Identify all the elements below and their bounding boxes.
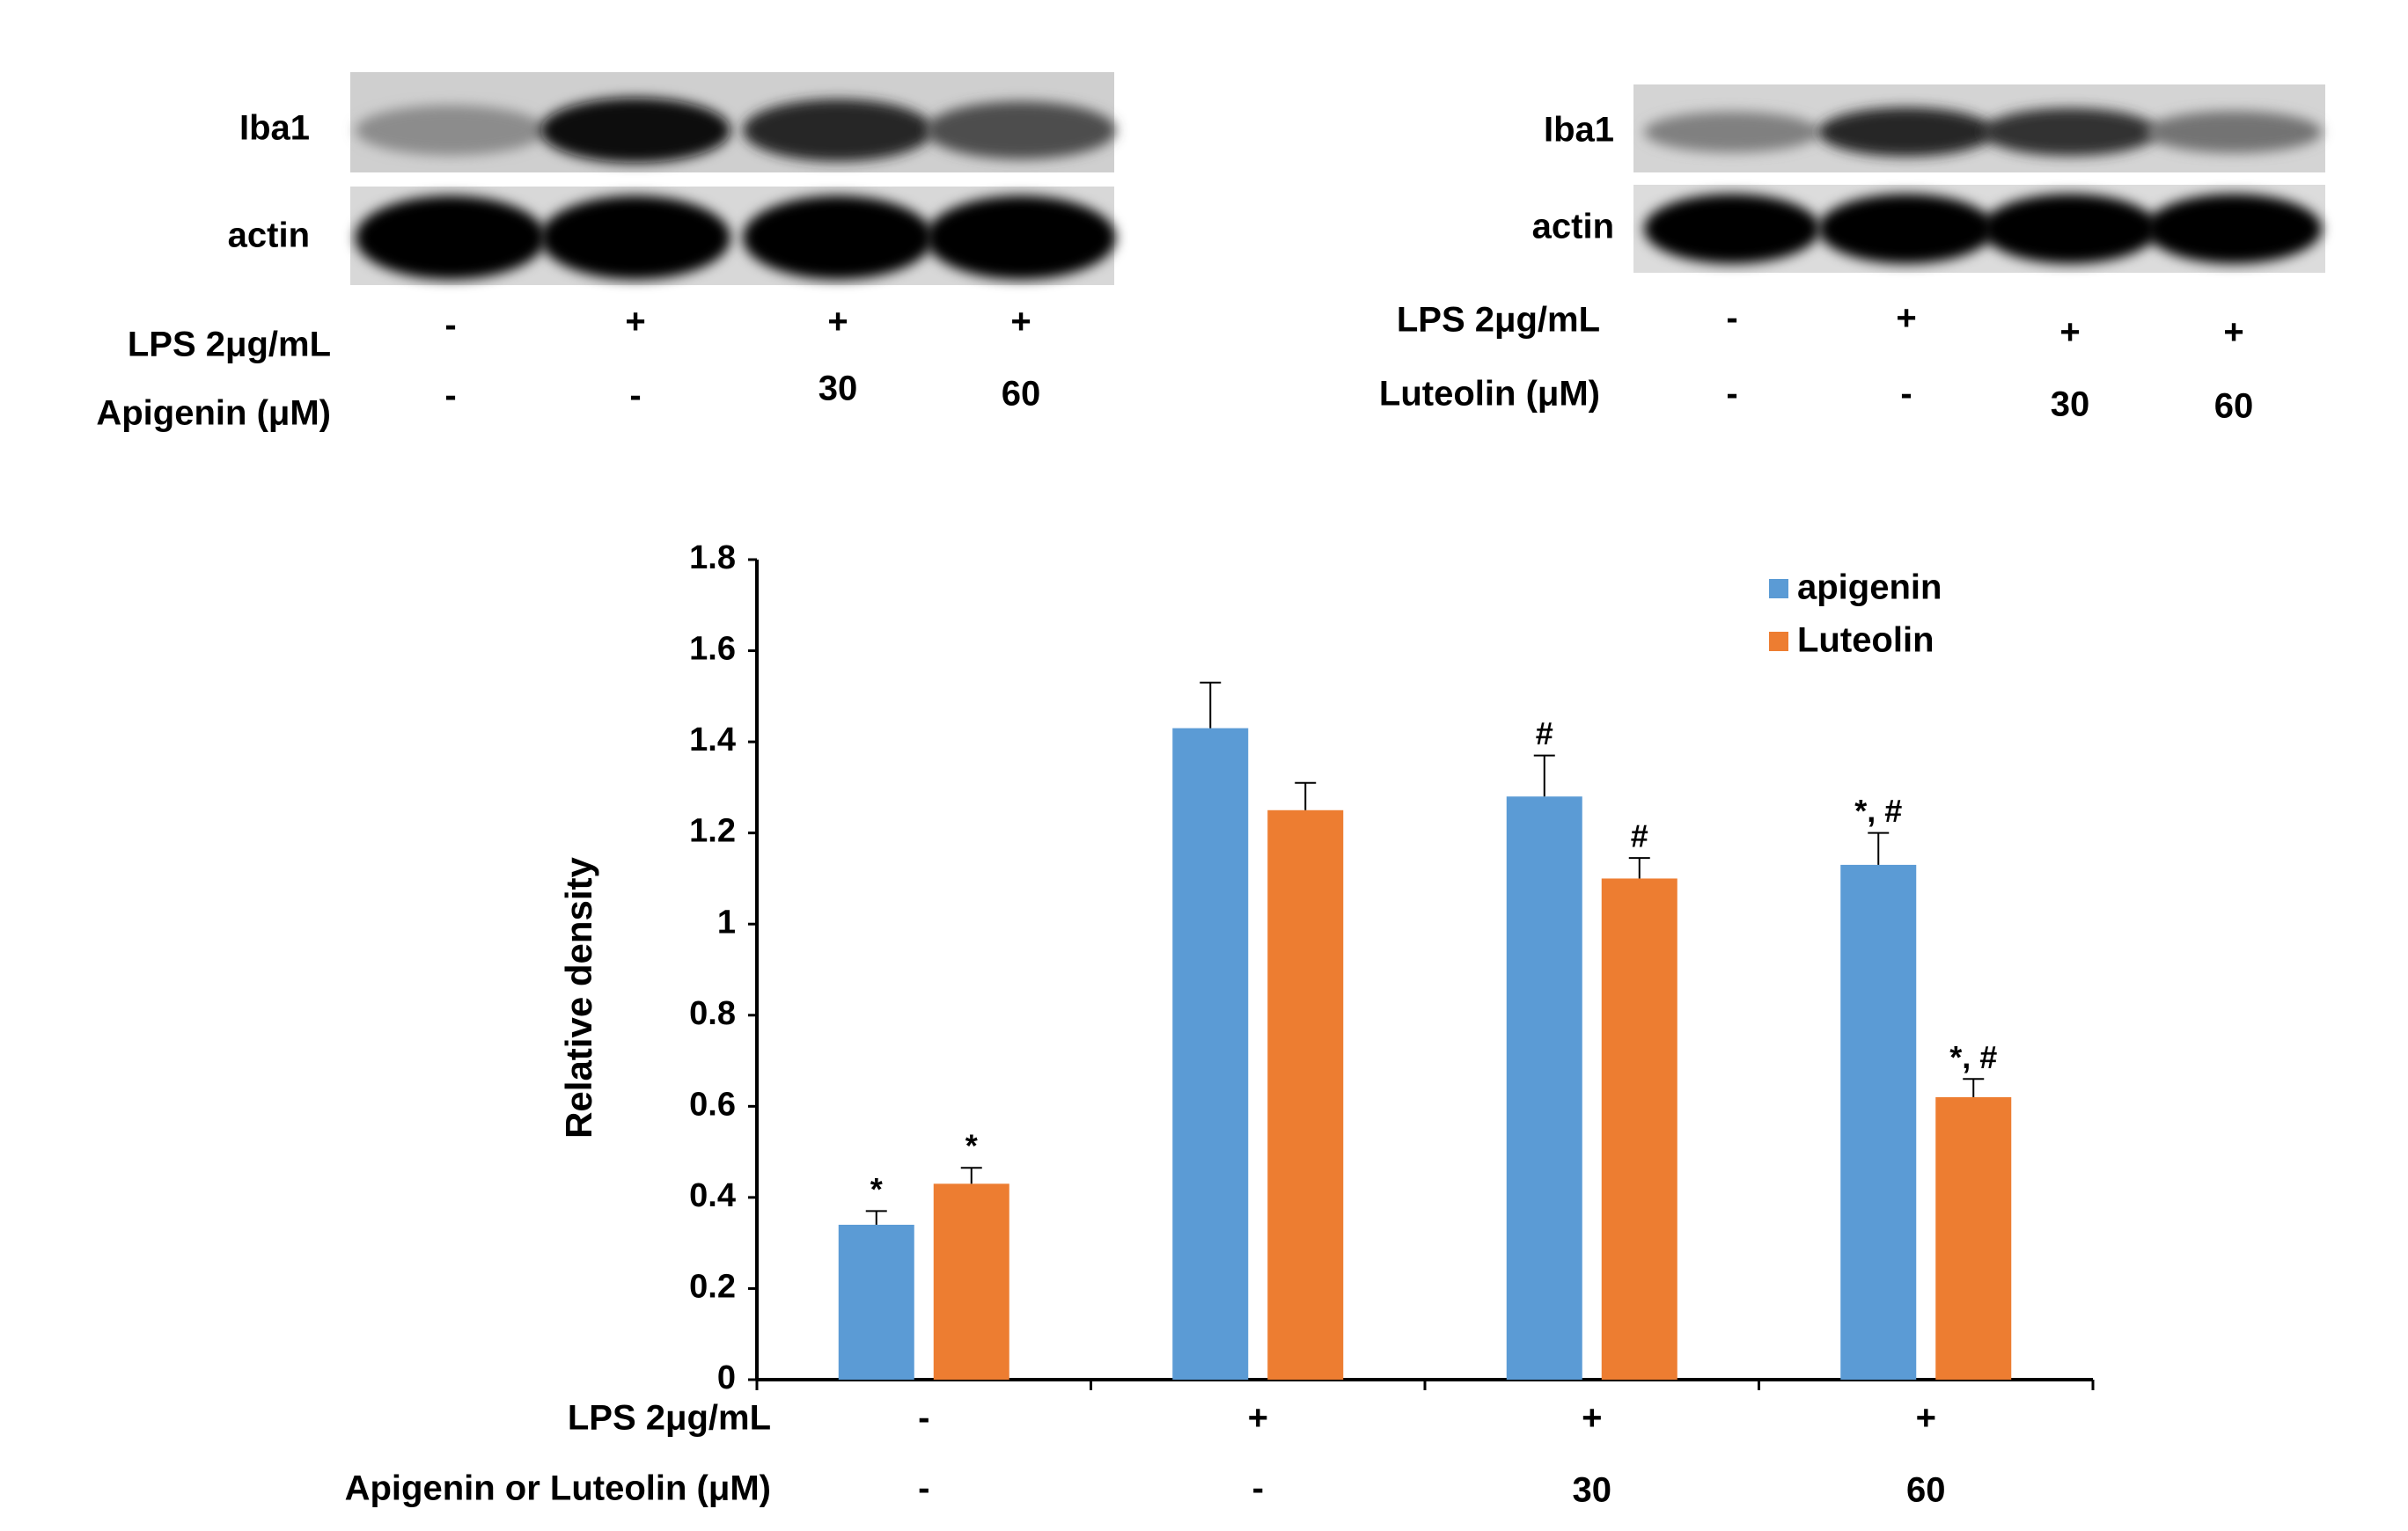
blot-row-label-actin: actin <box>1532 208 1614 246</box>
y-tick-label: 0.8 <box>689 995 736 1032</box>
y-tick-label: 1.2 <box>689 813 736 850</box>
condition-label: LPS 2μg/mL <box>1397 301 1600 340</box>
condition-label: LPS 2μg/mL <box>568 1399 771 1438</box>
blot-band <box>2146 194 2322 264</box>
blot-row-label-iba1: Iba1 <box>1544 111 1614 150</box>
condition-label: Apigenin (μM) <box>96 394 331 433</box>
legend-swatch-apigenin <box>1769 579 1788 598</box>
blot-band <box>2146 111 2322 153</box>
condition-value: + <box>625 303 645 341</box>
condition-value: 60 <box>2214 387 2254 426</box>
bar-luteolin-1 <box>1267 809 1344 1380</box>
blot-row-label-iba1: Iba1 <box>239 109 310 148</box>
blot-band <box>1982 194 2158 264</box>
significance-marker: *, # <box>1949 1039 1997 1075</box>
blot-band <box>1644 194 1820 264</box>
blot-row-label-actin: actin <box>228 216 310 255</box>
condition-value: - <box>1726 375 1737 414</box>
y-tick-label: 0 <box>717 1359 736 1396</box>
condition-label: Apigenin or Luteolin (μM) <box>345 1469 771 1508</box>
significance-marker: # <box>1631 818 1648 854</box>
blot-band <box>743 195 933 280</box>
condition-value: + <box>2223 313 2243 352</box>
condition-value: - <box>629 377 641 415</box>
bar-luteolin-3 <box>1935 1096 2012 1380</box>
legend: apigenin Luteolin <box>1769 568 1942 660</box>
blot-band <box>926 195 1116 280</box>
condition-value: 30 <box>2051 385 2090 424</box>
blot-band <box>1644 111 1820 153</box>
y-tick-label: 1 <box>717 904 736 941</box>
condition-label: LPS 2μg/mL <box>128 326 331 364</box>
bar-apigenin-2 <box>1506 796 1582 1380</box>
condition-label: Luteolin (μM) <box>1379 375 1600 414</box>
bar-apigenin-1 <box>1172 728 1249 1380</box>
legend-label: apigenin <box>1797 568 1942 607</box>
significance-marker: * <box>870 1171 883 1207</box>
bar-luteolin-2 <box>1601 878 1678 1380</box>
y-tick-label: 0.4 <box>689 1177 736 1214</box>
y-axis-label: Relative density <box>558 856 599 1138</box>
condition-value: - <box>918 1399 929 1438</box>
condition-value: - <box>444 377 456 415</box>
significance-marker: * <box>965 1128 978 1164</box>
y-tick-label: 1.8 <box>689 539 736 576</box>
condition-value: - <box>1900 375 1912 414</box>
condition-value: + <box>1916 1399 1936 1438</box>
blot-band <box>356 105 546 156</box>
bar-luteolin-0 <box>933 1183 1009 1380</box>
y-tick-label: 1.6 <box>689 631 736 668</box>
western-blot-right: Iba1 actin LPS 2μg/mL - + + + Luteolin (μM) - - 30… <box>1379 84 2325 426</box>
blot-band <box>540 97 730 164</box>
significance-marker: # <box>1536 715 1553 751</box>
condition-value: - <box>918 1469 929 1508</box>
condition-value: 30 <box>819 370 858 408</box>
condition-value: - <box>1726 299 1737 338</box>
condition-value: + <box>2059 313 2080 352</box>
western-blot-left: Iba1 actin LPS 2μg/mL - + + + Apigenin (μM) - - 30… <box>96 72 1116 433</box>
legend-label: Luteolin <box>1797 621 1934 660</box>
legend-swatch-luteolin <box>1769 632 1788 651</box>
bar-chart: 0 0.2 0.4 0.6 0.8 1 1.2 1.4 1.6 1.8 Relative densi… <box>345 539 2095 1510</box>
blot-band <box>1818 194 1994 264</box>
significance-marker: *, # <box>1854 793 1902 829</box>
condition-value: 30 <box>1573 1471 1612 1510</box>
condition-value: + <box>1582 1399 1602 1438</box>
condition-value: + <box>1010 303 1031 341</box>
condition-value: 60 <box>1906 1471 1946 1510</box>
y-tick-label: 0.6 <box>689 1086 736 1123</box>
blot-band <box>1818 107 1994 157</box>
condition-value: - <box>444 306 456 345</box>
blot-band <box>540 195 730 280</box>
bar-apigenin-0 <box>838 1224 914 1380</box>
blot-band <box>356 195 546 280</box>
condition-value: + <box>827 303 848 341</box>
condition-value: 60 <box>1002 375 1041 414</box>
condition-value: - <box>1252 1469 1264 1508</box>
bar-apigenin-3 <box>1840 864 1917 1380</box>
y-tick-label: 0.2 <box>689 1268 736 1305</box>
blot-band <box>1982 107 2158 157</box>
blot-band <box>926 101 1116 159</box>
blot-band <box>743 99 933 162</box>
condition-value: + <box>1248 1399 1268 1438</box>
y-tick-label: 1.4 <box>689 722 736 758</box>
condition-value: + <box>1896 299 1916 338</box>
